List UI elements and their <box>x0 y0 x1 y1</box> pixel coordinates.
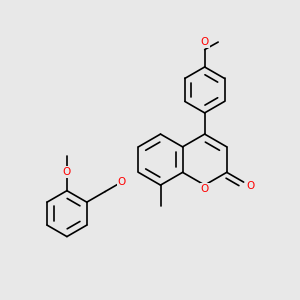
Text: O: O <box>200 38 209 47</box>
Text: O: O <box>117 177 126 187</box>
Text: O: O <box>247 181 255 191</box>
Text: O: O <box>63 167 71 177</box>
Text: O: O <box>200 184 209 194</box>
